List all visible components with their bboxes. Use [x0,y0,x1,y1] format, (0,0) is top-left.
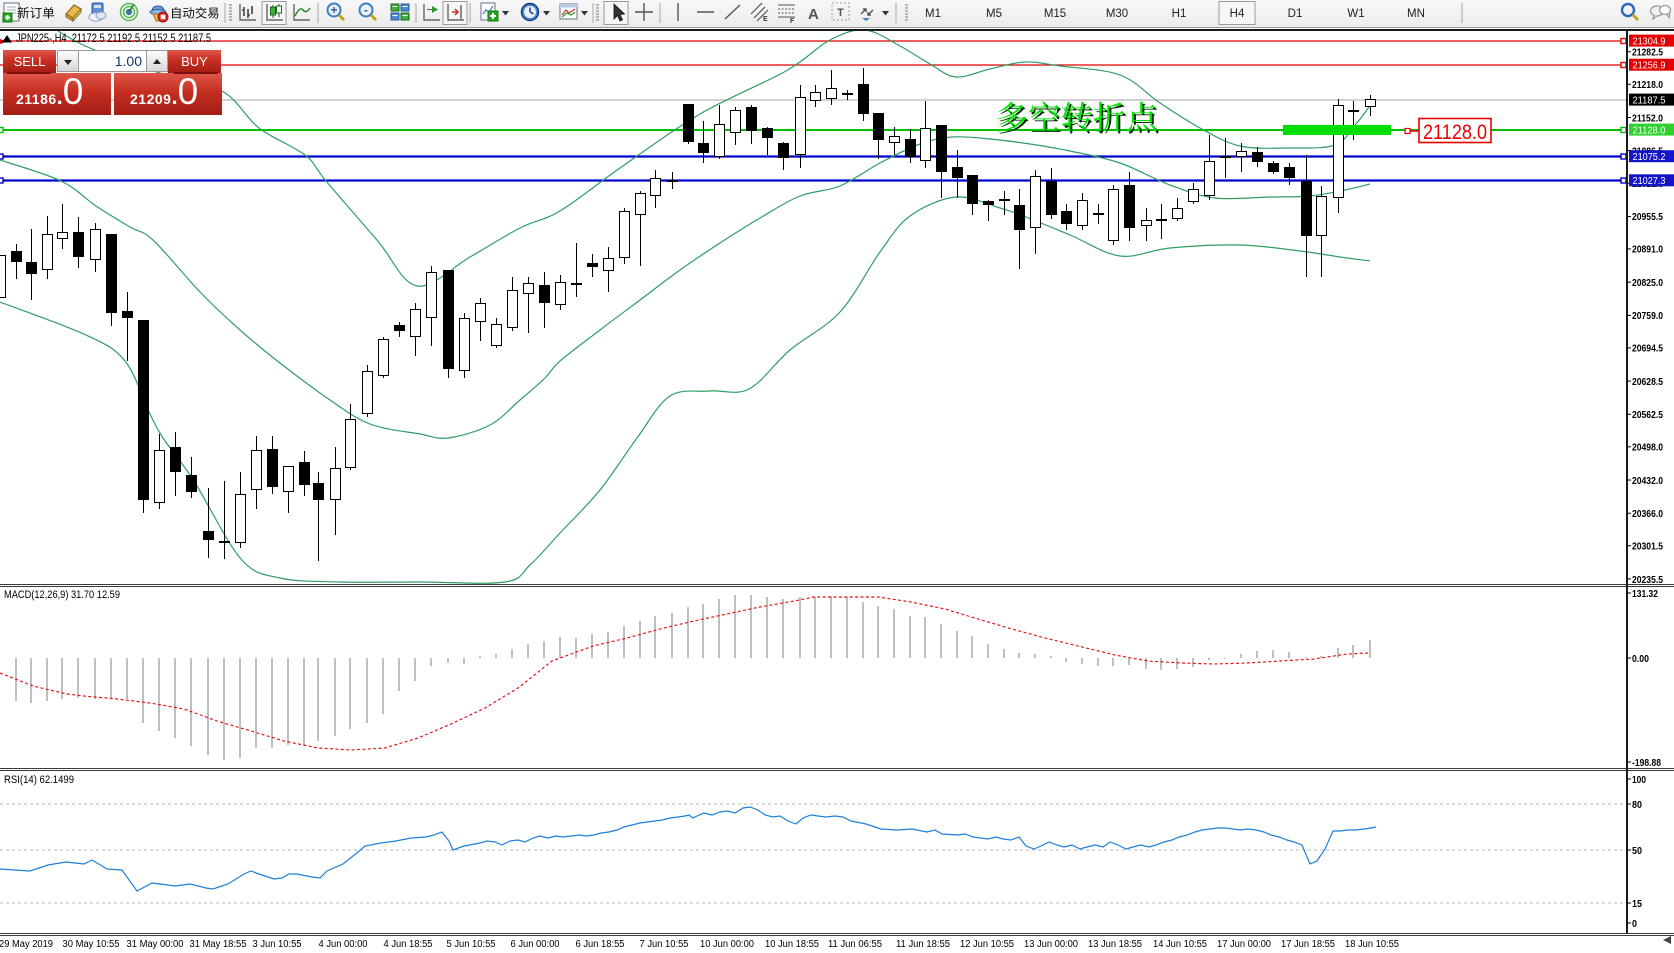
svg-text:20562.5: 20562.5 [1632,409,1663,421]
svg-text:21256.9: 21256.9 [1633,60,1666,72]
svg-text:21304.9: 21304.9 [1633,35,1666,47]
svg-text:-198.88: -198.88 [1632,757,1661,769]
svg-text:13 Jun 00:00: 13 Jun 00:00 [1024,939,1078,950]
svg-text:17 Jun 18:55: 17 Jun 18:55 [1281,939,1335,950]
svg-text:20498.0: 20498.0 [1632,442,1663,454]
svg-text:20759.0: 20759.0 [1632,310,1663,322]
svg-text:D1: D1 [1288,8,1303,20]
svg-text:31 May 18:55: 31 May 18:55 [190,939,247,950]
svg-text:H4: H4 [1230,8,1245,20]
svg-text:H1: H1 [1172,8,1187,20]
svg-text:M1: M1 [925,8,941,20]
svg-text:3 Jun 10:55: 3 Jun 10:55 [253,939,302,950]
svg-text:15: 15 [1632,898,1642,910]
svg-text:20366.0: 20366.0 [1632,508,1663,520]
svg-text:T: T [837,7,844,19]
svg-text:20825.0: 20825.0 [1632,277,1663,289]
svg-text:M5: M5 [986,8,1002,20]
svg-text:W1: W1 [1347,8,1364,20]
svg-text:JPN225-,H4 21172.5 21192.5 21: JPN225-,H4 21172.5 21192.5 21152.5 21187… [16,31,211,45]
svg-text:RSI(14) 62.1499: RSI(14) 62.1499 [4,774,74,786]
svg-text:21075.2: 21075.2 [1633,151,1666,163]
svg-text:M15: M15 [1044,8,1066,20]
svg-text:13 Jun 18:55: 13 Jun 18:55 [1088,939,1142,950]
svg-text:10 Jun 18:55: 10 Jun 18:55 [765,939,819,950]
svg-text:11 Jun 06:55: 11 Jun 06:55 [828,939,882,950]
svg-text:4 Jun 18:55: 4 Jun 18:55 [384,939,433,950]
svg-text:MN: MN [1407,8,1425,20]
svg-text:21282.5: 21282.5 [1632,47,1663,59]
svg-text:A: A [808,6,819,23]
svg-text:5 Jun 10:55: 5 Jun 10:55 [447,939,496,950]
svg-text:F: F [790,18,795,25]
svg-text:E: E [763,16,768,23]
svg-text:0: 0 [1632,918,1637,930]
svg-text:17 Jun 00:00: 17 Jun 00:00 [1217,939,1271,950]
svg-text:20891.0: 20891.0 [1632,244,1663,256]
svg-text:30 May 10:55: 30 May 10:55 [63,939,120,950]
svg-text:21128.0: 21128.0 [1633,124,1666,136]
svg-text:-: - [364,3,368,17]
svg-text:10 Jun 00:00: 10 Jun 00:00 [700,939,754,950]
svg-text:20432.0: 20432.0 [1632,475,1663,487]
svg-text:18 Jun 10:55: 18 Jun 10:55 [1345,939,1399,950]
svg-text:11 Jun 18:55: 11 Jun 18:55 [896,939,950,950]
svg-text:M30: M30 [1106,8,1128,20]
svg-text:21187.5: 21187.5 [1633,94,1666,106]
svg-text:14 Jun 10:55: 14 Jun 10:55 [1153,939,1207,950]
svg-text:21218.0: 21218.0 [1632,79,1663,91]
svg-text:20301.5: 20301.5 [1632,541,1663,553]
svg-text:21027.3: 21027.3 [1633,175,1666,187]
svg-text:20694.5: 20694.5 [1632,343,1663,355]
svg-text:100: 100 [1632,774,1646,786]
svg-text:20628.5: 20628.5 [1632,376,1663,388]
svg-text:6 Jun 18:55: 6 Jun 18:55 [576,939,625,950]
svg-text:MACD(12,26,9) 31.70 12.59: MACD(12,26,9) 31.70 12.59 [4,589,120,601]
svg-text:+: + [330,3,337,17]
svg-text:131.32: 131.32 [1632,588,1658,600]
svg-text:0.00: 0.00 [1632,653,1649,665]
svg-text:4 Jun 00:00: 4 Jun 00:00 [319,939,368,950]
svg-text:20955.5: 20955.5 [1632,211,1663,223]
svg-text:21152.0: 21152.0 [1632,112,1663,124]
svg-text:50: 50 [1632,845,1642,857]
svg-text:6 Jun 00:00: 6 Jun 00:00 [511,939,560,950]
svg-text:21128.0: 21128.0 [1423,121,1487,144]
svg-text:12 Jun 10:55: 12 Jun 10:55 [960,939,1014,950]
svg-text:29 May 2019: 29 May 2019 [0,939,53,950]
svg-text:80: 80 [1632,799,1642,811]
svg-text:31 May 00:00: 31 May 00:00 [127,939,184,950]
svg-text:20235.5: 20235.5 [1632,574,1663,586]
svg-text:7 Jun 10:55: 7 Jun 10:55 [640,939,689,950]
